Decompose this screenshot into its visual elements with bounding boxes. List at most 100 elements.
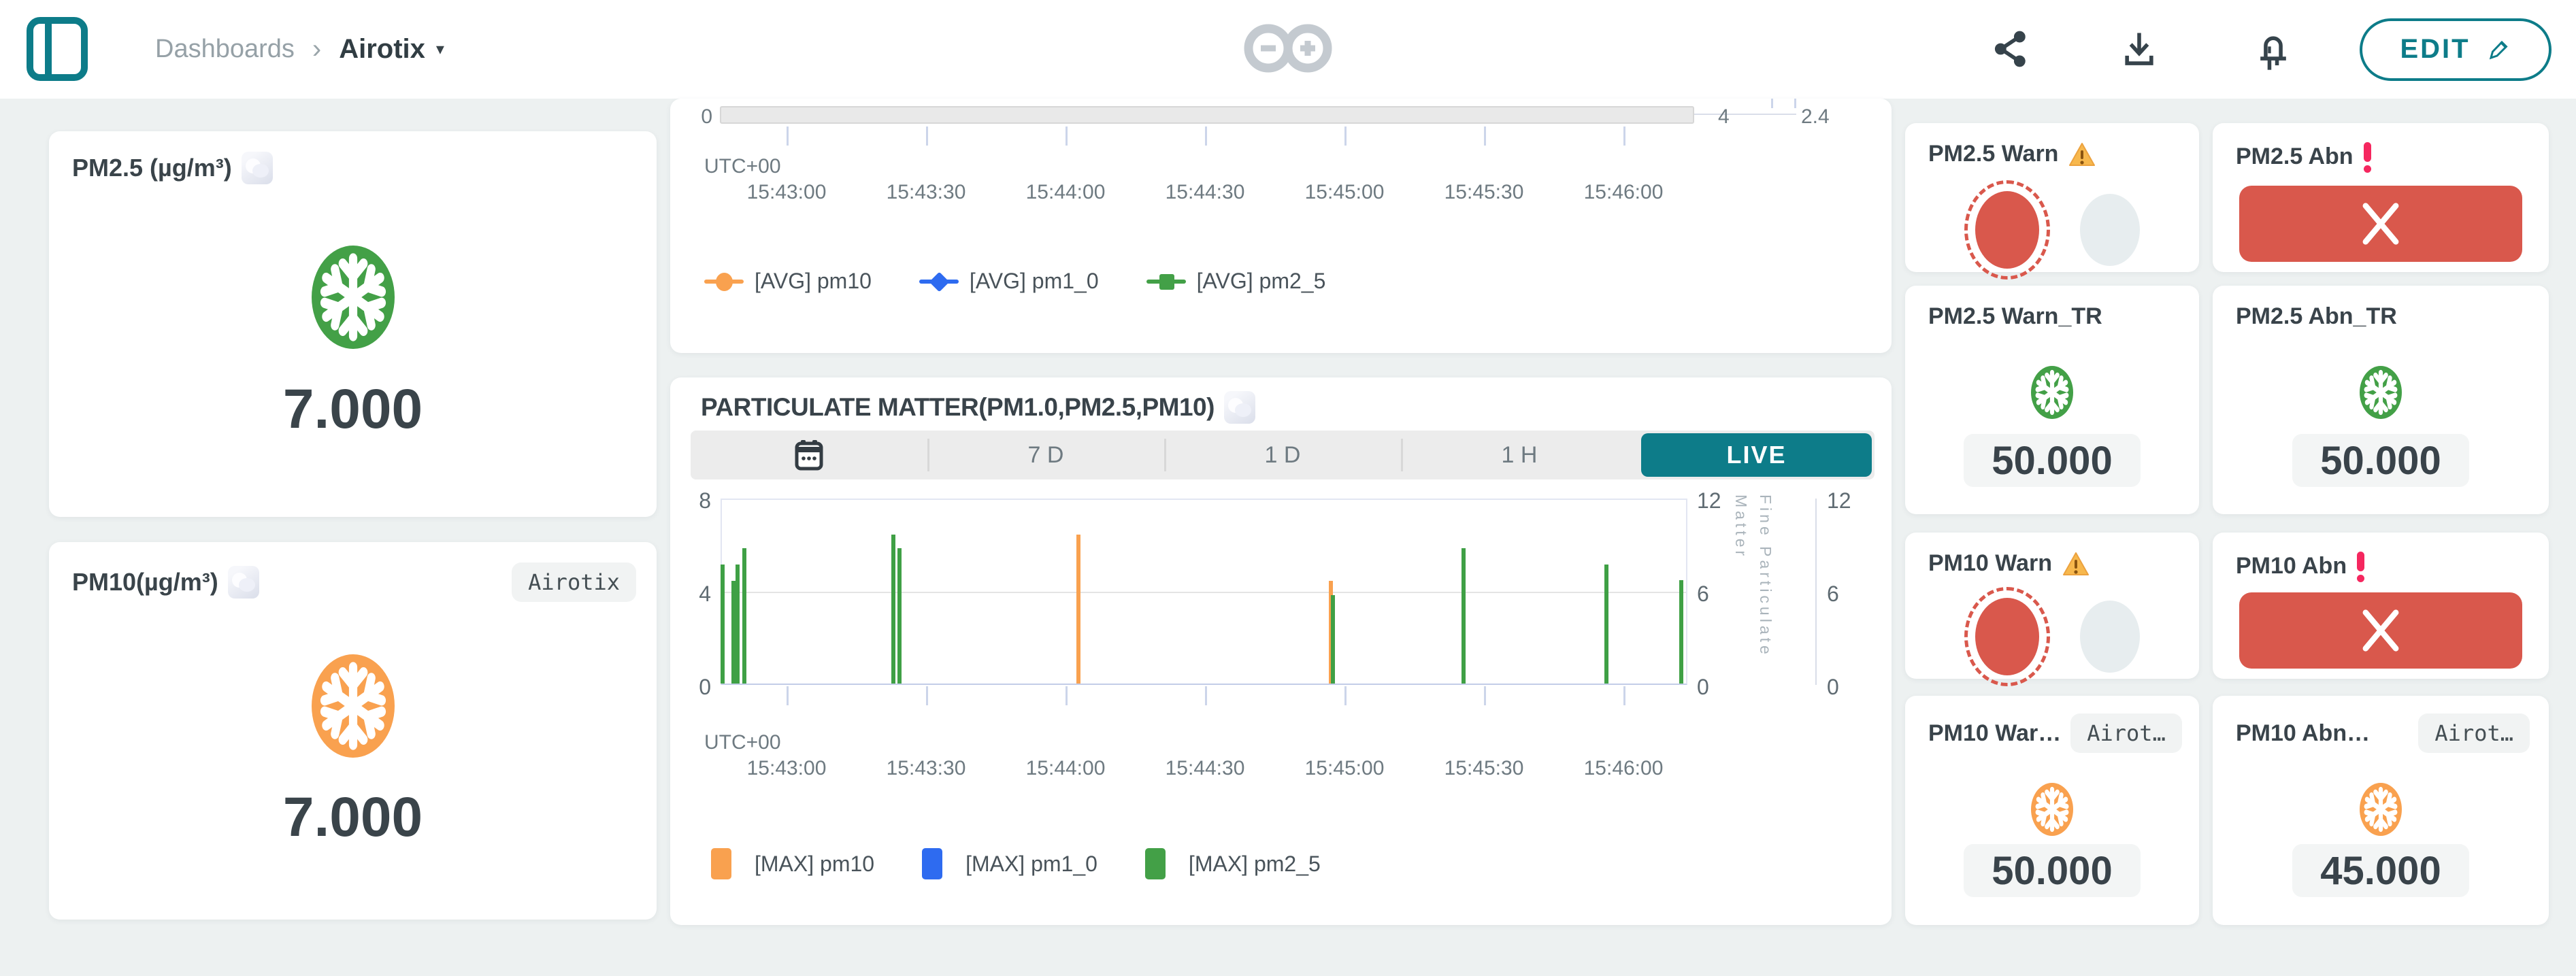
alarm-x-button[interactable] xyxy=(2239,186,2522,262)
chevron-down-icon: ▾ xyxy=(435,40,444,58)
legend-swatch xyxy=(1144,848,1166,879)
time-label: 15:44:00 xyxy=(1025,181,1106,203)
right-axis1-min-label: 4 xyxy=(1718,105,1730,128)
time-label: 15:46:00 xyxy=(1583,181,1664,203)
y-right1-6: 6 xyxy=(1697,582,1709,606)
legend-item[interactable]: [MAX] pm2_5 xyxy=(1144,848,1321,879)
legend-item[interactable]: [MAX] pm1_0 xyxy=(922,848,1097,879)
gridline xyxy=(722,592,1686,593)
led-off-gray xyxy=(2080,601,2140,673)
snowflake-icon xyxy=(2360,366,2402,419)
timezone-label: UTC+00 xyxy=(704,731,781,754)
warning-triangle-icon xyxy=(2063,552,2090,575)
pm10-value: 7.000 xyxy=(282,786,423,848)
led-alert-icon[interactable] xyxy=(2256,30,2292,70)
x-icon xyxy=(2362,203,2399,245)
axis-baseline xyxy=(1694,114,1796,115)
header-actions: EDIT xyxy=(1994,0,2552,99)
snowflake-icon xyxy=(2360,783,2402,836)
time-label: 15:45:30 xyxy=(1444,181,1524,203)
bar-pm2_5 xyxy=(731,581,736,684)
led-indicator-pair xyxy=(1905,587,2199,686)
time-label: 15:45:00 xyxy=(1304,757,1385,779)
right-axis2-line xyxy=(1815,499,1817,685)
x-tick xyxy=(1205,686,1207,705)
pm25-abn-tr-card: PM2.5 Abn_TR 50.000 xyxy=(2213,286,2549,514)
range-button-7d[interactable]: 7 D xyxy=(1027,441,1064,468)
x-tick xyxy=(787,127,789,146)
range-button-1h[interactable]: 1 H xyxy=(1501,441,1538,468)
card-title: PM2.5 Warn_TR xyxy=(1928,303,2102,329)
card-title: PM10 Abn… xyxy=(2236,720,2371,746)
pm25-value: 7.000 xyxy=(282,378,423,440)
x-tick xyxy=(926,686,928,705)
pm10-war-tr-card: PM10 War… Airot… 50.000 xyxy=(1905,696,2199,925)
bar-pm2_5 xyxy=(736,565,740,684)
time-label: 15:44:30 xyxy=(1165,181,1245,203)
thing-badge: Airotix xyxy=(512,562,636,602)
pm25-warn-card: PM2.5 Warn xyxy=(1905,123,2199,280)
clipped-chart-bar xyxy=(720,106,1694,124)
y-right2-6: 6 xyxy=(1827,582,1839,606)
card-title: PM2.5 Abn_TR xyxy=(2236,303,2397,329)
legend-label: [AVG] pm10 xyxy=(755,269,872,293)
snowflake-icon xyxy=(311,654,395,758)
pm25-value-card: PM2.5 (µg/m³) 7.000 xyxy=(49,131,657,517)
time-label: 15:44:00 xyxy=(1025,757,1106,779)
breadcrumb-current[interactable]: Airotix ▾ xyxy=(339,34,444,64)
legend-marker-circle xyxy=(704,271,744,292)
sidebar-toggle-icon[interactable] xyxy=(26,16,88,82)
legend-item[interactable]: [MAX] pm10 xyxy=(711,848,874,879)
breadcrumb-separator: › xyxy=(312,34,322,64)
bar-pm2_5 xyxy=(897,548,902,684)
bar-pm2_5 xyxy=(721,565,725,684)
range-button-1d[interactable]: 1 D xyxy=(1264,441,1301,468)
legend-item[interactable]: [AVG] pm1_0 xyxy=(919,269,1099,294)
threshold-value: 50.000 xyxy=(1964,434,2141,487)
red-exclamation-icon xyxy=(2363,141,2373,173)
pm25-warn-tr-card: PM2.5 Warn_TR 50.000 xyxy=(1905,286,2199,514)
top-bar: Dashboards › Airotix ▾ xyxy=(0,0,2576,99)
separator xyxy=(1401,439,1403,471)
calendar-range-button[interactable] xyxy=(691,431,927,479)
legend-label: [MAX] pm2_5 xyxy=(1188,851,1321,876)
time-label: 15:46:00 xyxy=(1583,757,1664,779)
legend-swatch xyxy=(922,848,943,879)
share-icon[interactable] xyxy=(1994,30,2029,69)
legend-item[interactable]: [AVG] pm10 xyxy=(704,269,872,294)
time-range-selector: 7 D 1 D 1 H LIVE xyxy=(691,431,1875,479)
legend-swatch xyxy=(711,848,731,879)
pencil-icon xyxy=(2489,40,2508,59)
pm10-value-card: PM10(µg/m³) Airotix 7.000 xyxy=(49,542,657,920)
separator xyxy=(927,439,929,471)
separator xyxy=(1164,439,1166,471)
right-axis-title: Fine Particulate Matter xyxy=(1732,494,1774,658)
chart-title: PARTICULATE MATTER(PM1.0,PM2.5,PM10) xyxy=(701,393,1215,421)
time-label: 15:45:00 xyxy=(1304,181,1385,203)
x-tick xyxy=(787,686,789,705)
y-right1-12: 12 xyxy=(1697,488,1721,513)
download-icon[interactable] xyxy=(2121,30,2157,69)
breadcrumb: Dashboards › Airotix ▾ xyxy=(155,0,444,99)
bar-pm2_5 xyxy=(742,548,746,684)
time-label: 15:43:30 xyxy=(886,757,966,779)
avg-legend: [AVG] pm10 [AVG] pm1_0 [AVG] pm2_5 xyxy=(704,269,1373,294)
bar-pm2_5 xyxy=(891,535,895,684)
x-tick xyxy=(926,127,928,146)
x-tick xyxy=(1344,127,1347,146)
card-title: PM2.5 Abn xyxy=(2236,143,2354,169)
breadcrumb-dashboards[interactable]: Dashboards xyxy=(155,35,295,63)
legend-item[interactable]: [AVG] pm2_5 xyxy=(1146,269,1325,294)
led-on-red xyxy=(1964,587,2050,686)
pm25-abn-card: PM2.5 Abn xyxy=(2213,123,2549,272)
axis-tick xyxy=(1794,99,1796,108)
y-right1-0: 0 xyxy=(1697,675,1709,699)
alarm-x-button[interactable] xyxy=(2239,592,2522,669)
bar-chart-plot-area xyxy=(721,499,1687,685)
pm10-abn-tr-card: PM10 Abn… Airot… 45.000 xyxy=(2213,696,2549,925)
time-label: 15:45:30 xyxy=(1444,757,1524,779)
card-title: PM10 Warn xyxy=(1928,550,2053,576)
range-button-live-active[interactable]: LIVE xyxy=(1641,433,1872,477)
edit-button[interactable]: EDIT xyxy=(2360,18,2552,81)
